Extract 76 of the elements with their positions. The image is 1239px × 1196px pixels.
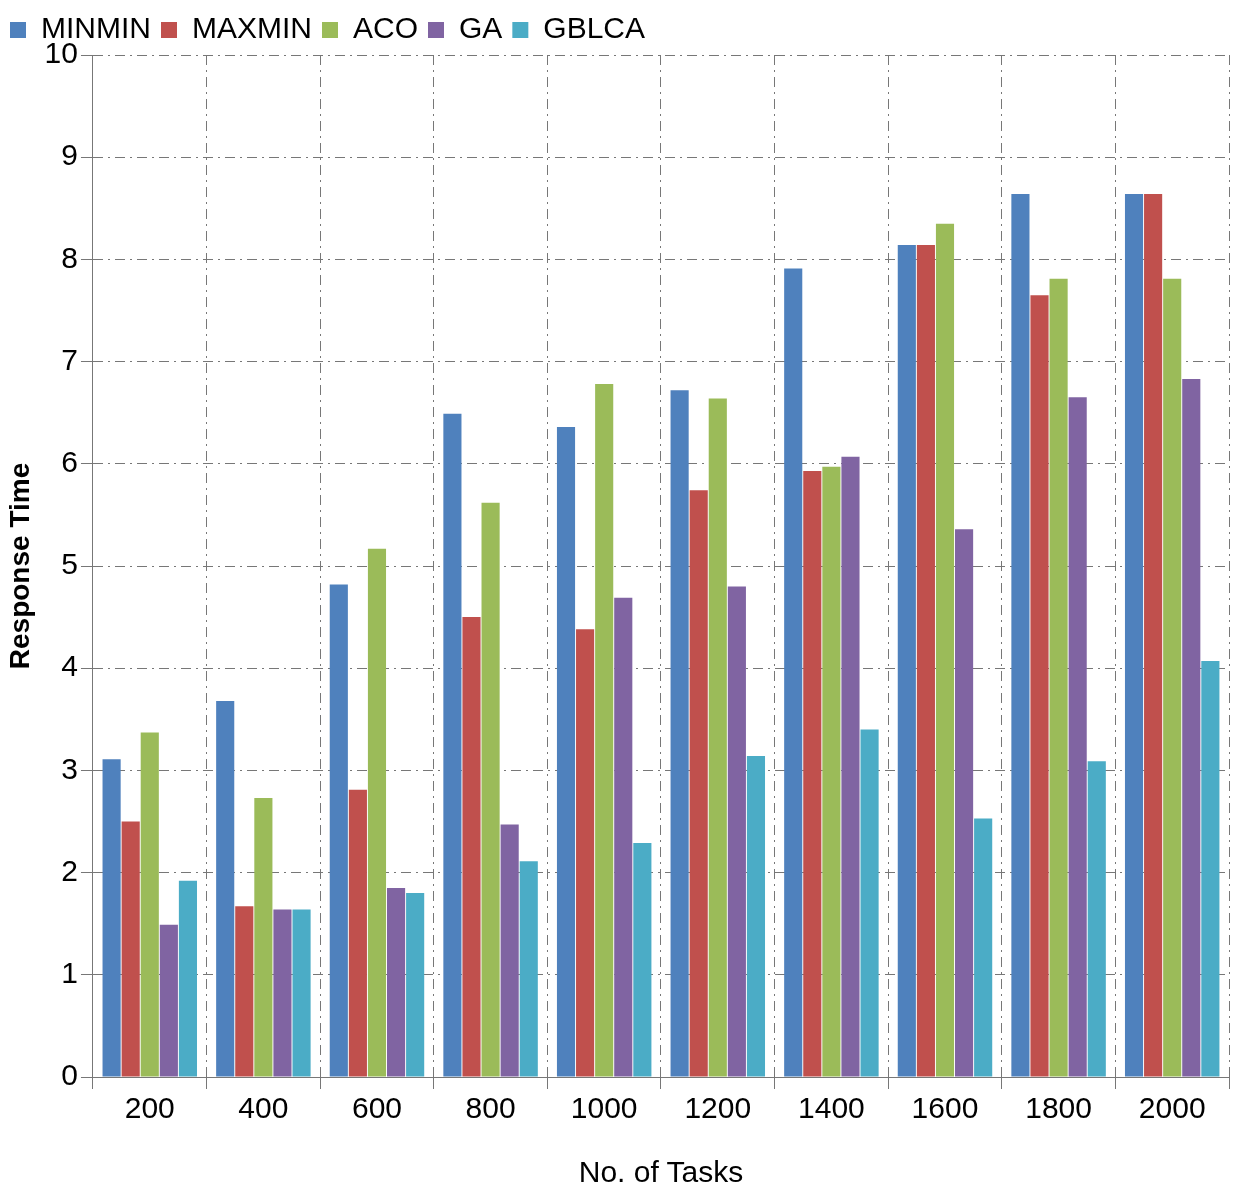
bar <box>1163 278 1182 1077</box>
bar <box>367 548 387 1077</box>
bar <box>500 824 519 1077</box>
bar <box>1144 193 1163 1077</box>
y-tick-label: 7 <box>61 342 78 376</box>
bar <box>803 470 822 1077</box>
y-tick-label: 0 <box>61 1058 78 1092</box>
x-tick-label: 1600 <box>911 1091 979 1125</box>
bar <box>556 427 576 1077</box>
bar <box>235 906 254 1077</box>
bar <box>935 223 955 1077</box>
bar <box>1201 661 1220 1077</box>
bar <box>784 268 803 1077</box>
bar <box>727 586 746 1077</box>
y-tick-label: 4 <box>61 649 78 683</box>
bar <box>292 909 311 1077</box>
bar <box>1030 295 1049 1077</box>
bar <box>462 617 481 1077</box>
bar <box>955 529 974 1077</box>
bar <box>140 732 159 1077</box>
bar <box>595 384 614 1077</box>
bar <box>576 629 595 1077</box>
bar <box>1087 761 1106 1077</box>
y-tick-label: 1 <box>61 956 78 990</box>
bar <box>708 398 727 1077</box>
bar <box>633 842 652 1077</box>
x-tick-label: 400 <box>238 1091 289 1125</box>
bar <box>121 821 140 1077</box>
bar <box>254 797 273 1077</box>
x-tick-label: 1800 <box>1025 1091 1092 1125</box>
bar <box>746 756 766 1077</box>
bar <box>916 245 935 1077</box>
bar <box>822 466 841 1077</box>
legend-label: ACO <box>352 11 418 45</box>
bar <box>387 887 406 1077</box>
bar <box>689 490 708 1077</box>
x-tick-label: 200 <box>124 1091 175 1125</box>
bar <box>329 584 348 1077</box>
bar <box>974 818 993 1077</box>
bar <box>348 789 367 1077</box>
y-tick-label: 6 <box>61 445 78 479</box>
x-tick-label: 600 <box>351 1091 403 1125</box>
bar <box>1124 193 1144 1077</box>
x-tick-label: 800 <box>465 1091 516 1125</box>
bar <box>519 861 538 1077</box>
bar <box>102 759 121 1077</box>
bar <box>841 456 860 1077</box>
bar <box>159 924 178 1077</box>
y-tick-label: 8 <box>61 240 78 274</box>
y-tick-label: 2 <box>61 853 78 887</box>
x-tick-label: 1400 <box>798 1091 865 1125</box>
legend-label: GBLCA <box>543 11 646 45</box>
bar <box>406 893 425 1077</box>
y-tick-label: 3 <box>61 751 78 785</box>
x-tick-label: 1200 <box>684 1091 752 1125</box>
x-tick-label: 2000 <box>1138 1091 1206 1125</box>
x-tick-label: 1000 <box>570 1091 638 1125</box>
bar <box>1049 278 1068 1077</box>
bar <box>1011 193 1030 1077</box>
bar <box>670 390 689 1077</box>
y-tick-label: 9 <box>61 138 78 172</box>
bar <box>860 729 879 1077</box>
bar <box>614 597 633 1077</box>
bar <box>216 700 235 1077</box>
bar <box>1068 397 1087 1077</box>
y-axis-title: Response Time <box>3 462 35 670</box>
bar <box>481 502 500 1077</box>
bar <box>178 880 198 1077</box>
bar <box>273 909 292 1077</box>
legend-label: MAXMIN <box>191 11 312 45</box>
legend-label: GA <box>458 11 503 45</box>
bar <box>897 245 916 1077</box>
x-axis-title: No. of Tasks <box>578 1155 744 1189</box>
y-tick-label: 5 <box>61 547 78 581</box>
bar <box>1182 378 1201 1077</box>
bar <box>443 413 462 1077</box>
